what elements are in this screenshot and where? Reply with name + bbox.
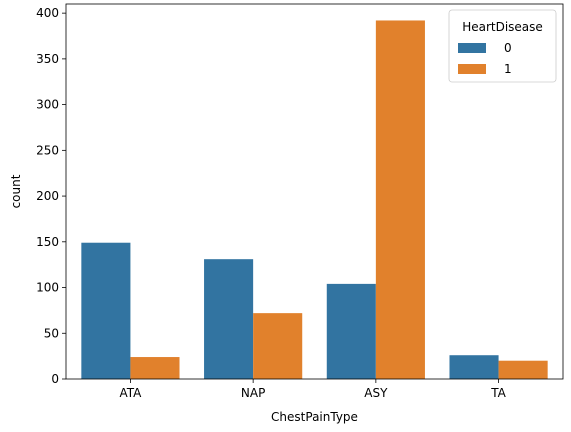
y-tick-label-50: 50 [44,326,59,340]
x-tick-label-nap: NAP [241,386,265,400]
bar-nap-series-0 [204,259,254,379]
y-axis-ticks: 0 50 100 150 200 250 300 350 400 [36,6,66,386]
bar-ta-series-1 [498,360,548,379]
legend-swatch-0 [458,43,486,53]
legend-title: HeartDisease [462,20,543,34]
bar-ata-series-1 [130,357,180,379]
y-tick-label-200: 200 [36,189,59,203]
legend-label-0: 0 [504,41,512,55]
y-tick-label-250: 250 [36,143,59,157]
y-tick-label-300: 300 [36,98,59,112]
plot-frame [65,3,564,380]
y-axis-label: count [9,174,23,208]
y-tick-label-0: 0 [51,372,59,386]
bar-asy-series-1 [375,20,425,380]
x-axis-ticks: ATA NAP ASY TA [119,379,507,400]
bar-asy-series-0 [326,283,376,379]
y-tick-label-100: 100 [36,281,59,295]
legend-swatch-1 [458,64,486,74]
bar-ta-series-0 [449,355,499,379]
y-tick-label-400: 400 [36,6,59,20]
legend-label-1: 1 [504,62,512,76]
bar-nap-series-1 [253,313,303,379]
y-tick-label-150: 150 [36,235,59,249]
legend: HeartDisease 0 1 [448,9,557,83]
x-axis-label: ChestPainType [271,410,358,424]
bar-ata-series-0 [81,242,131,379]
bars-group [81,20,548,380]
x-tick-label-ata: ATA [119,386,142,400]
x-tick-label-ta: TA [490,386,506,400]
x-tick-label-asy: ASY [364,386,388,400]
y-tick-label-350: 350 [36,52,59,66]
